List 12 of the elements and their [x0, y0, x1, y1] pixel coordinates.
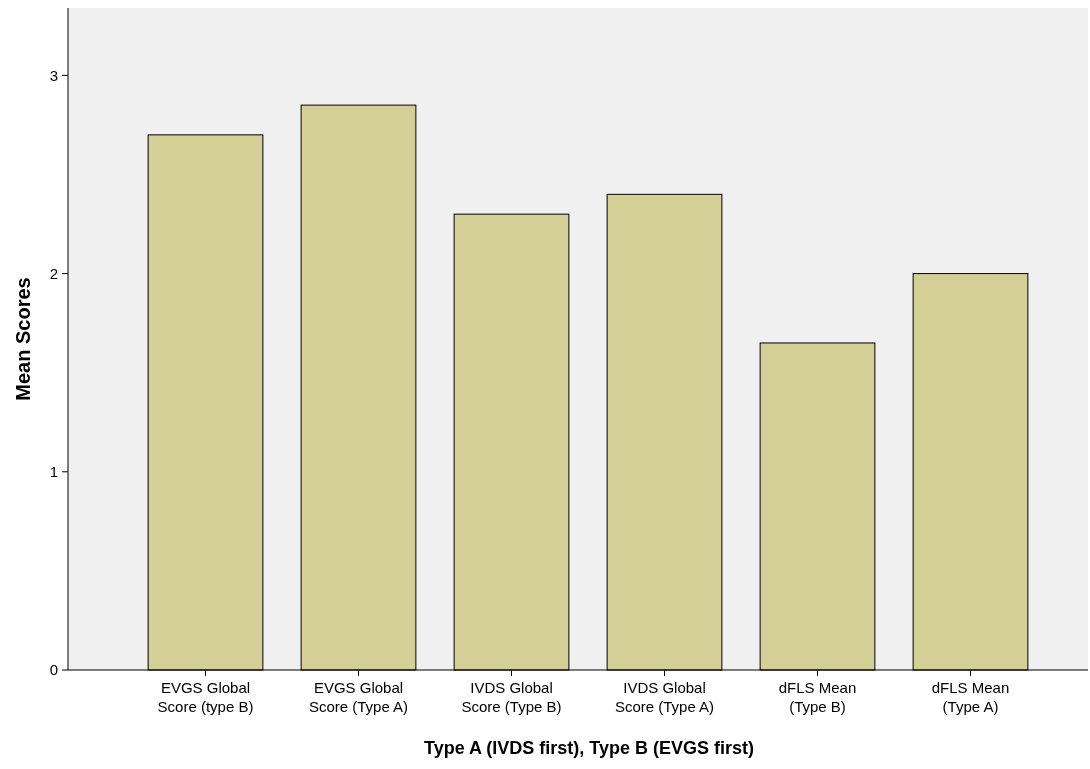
x-tick-label: IVDS Global Score (Type B): [461, 679, 562, 715]
x-tick-label: IVDS Global Score (Type A): [614, 679, 715, 715]
y-tick-label: 2: [49, 264, 58, 282]
x-tick-label: EVGS Global Score (type B): [157, 679, 254, 715]
x-tick-label: dFLS Mean (Type A): [931, 679, 1010, 715]
y-axis-title: Mean Scores: [12, 277, 34, 401]
y-tick-label: 3: [49, 66, 58, 84]
y-tick-label: 1: [49, 463, 58, 481]
x-tick-label: EVGS Global Score (Type A): [308, 679, 409, 715]
x-tick-label: dFLS Mean (Type B): [778, 679, 857, 715]
x-axis-title: Type A (IVDS first), Type B (EVGS first): [423, 738, 755, 758]
y-tick-label: 0: [49, 661, 58, 679]
